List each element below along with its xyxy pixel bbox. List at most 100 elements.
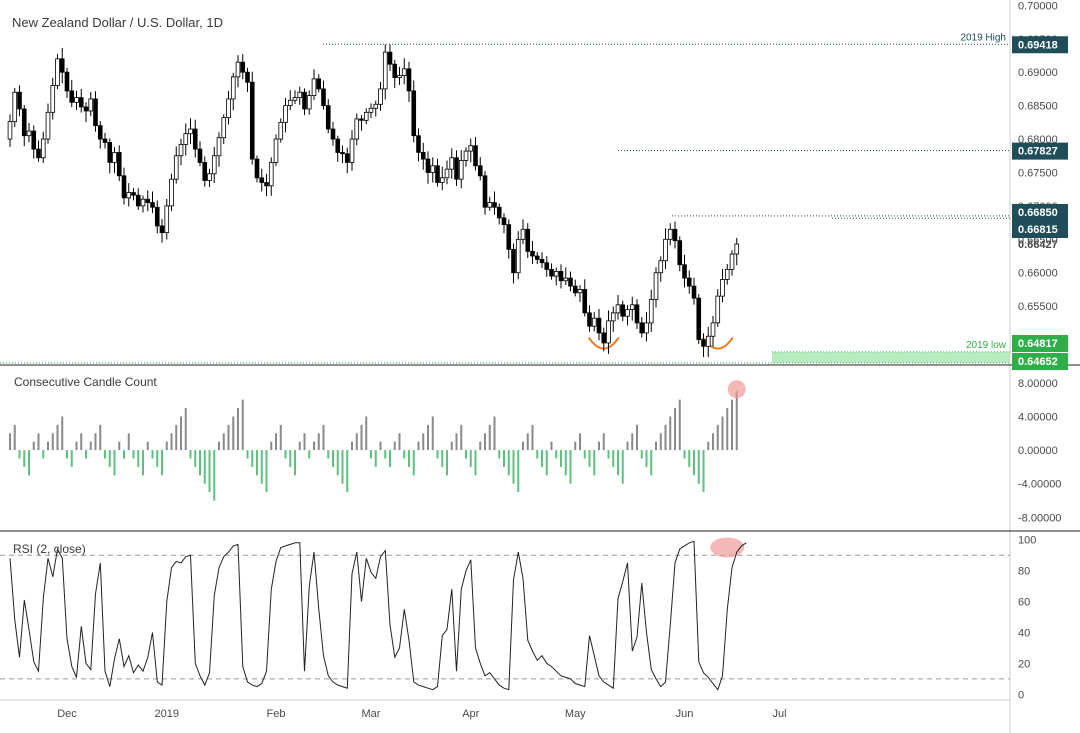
- count-pane-title: Consecutive Candle Count: [14, 375, 157, 389]
- candle: [359, 115, 364, 131]
- time-axis-label: Mar: [362, 708, 381, 720]
- price-tag-label: 0.66427: [1018, 239, 1058, 251]
- count-bar: [199, 450, 201, 476]
- count-bar: [374, 450, 377, 467]
- chart-title: New Zealand Dollar / U.S. Dollar, 1D: [12, 15, 223, 30]
- candle: [31, 125, 37, 159]
- count-bar: [336, 450, 339, 476]
- candle: [302, 88, 307, 116]
- count-bar: [674, 408, 676, 451]
- candle: [729, 250, 735, 276]
- candle: [482, 170, 488, 215]
- rsi-axis-label: 40: [1018, 628, 1030, 640]
- candle: [40, 131, 46, 163]
- price-pane[interactable]: 2019 High 2019 low New Zealand Dollar / U…: [0, 0, 1068, 370]
- price-tags: 0.69418 0.67827 0.66850 0.66815 0.66427 0.648…: [1012, 36, 1068, 370]
- candle: [121, 167, 127, 205]
- candle: [55, 54, 60, 90]
- count-bar: [180, 416, 182, 451]
- candle: [26, 122, 32, 143]
- count-bar: [735, 391, 738, 451]
- price-tag: 0.69418: [1012, 36, 1068, 54]
- candle: [720, 268, 725, 303]
- count-bar: [227, 424, 230, 451]
- count-bar: [351, 441, 353, 451]
- candle: [458, 150, 464, 189]
- candle: [682, 254, 687, 288]
- candle: [102, 132, 108, 149]
- candle: [710, 315, 716, 347]
- count-bar: [284, 450, 287, 459]
- candle: [615, 295, 621, 320]
- candle: [173, 146, 179, 184]
- candle: [587, 305, 592, 332]
- candle: [164, 198, 170, 240]
- candle: [264, 173, 269, 197]
- candle: [406, 61, 412, 103]
- count-bar: [289, 450, 292, 467]
- count-bar: [617, 450, 619, 476]
- candle: [59, 47, 65, 84]
- count-bar: [669, 416, 672, 451]
- candle: [207, 168, 212, 187]
- count-bar: [536, 450, 539, 459]
- price-axis-label: 0.65500: [1018, 301, 1058, 313]
- time-axis[interactable]: Dec 2019 Feb Mar Apr May Jun Jul: [57, 708, 786, 720]
- rsi-pane[interactable]: RSI (2, close) 100 80 60 40 20 0: [0, 535, 1036, 702]
- candle: [411, 80, 417, 143]
- count-bar: [89, 441, 92, 451]
- candle: [468, 138, 474, 163]
- count-axis[interactable]: 8.00000 4.00000 0.00000 -4.00000 -8.00000: [1018, 378, 1061, 525]
- candle: [202, 156, 208, 187]
- candle: [316, 74, 322, 93]
- rsi-axis-label: 80: [1018, 566, 1030, 578]
- candle: [249, 71, 255, 165]
- candle: [382, 44, 388, 100]
- count-bar: [465, 450, 467, 459]
- count-bar: [132, 450, 135, 459]
- candle: [734, 237, 740, 266]
- candle: [74, 90, 79, 111]
- candle: [159, 219, 165, 243]
- time-axis-label: 2019: [155, 708, 179, 720]
- count-bar: [146, 441, 149, 451]
- rsi-axis[interactable]: 100 80 60 40 20 0: [1018, 535, 1036, 702]
- candle: [392, 59, 398, 89]
- candle: [363, 108, 369, 125]
- candle: [515, 231, 521, 280]
- count-bar: [560, 450, 562, 467]
- count-bar: [507, 450, 510, 476]
- candle: [107, 138, 113, 174]
- count-bar: [384, 450, 387, 459]
- count-bar: [655, 441, 657, 451]
- count-bar: [645, 450, 648, 467]
- candle: [701, 333, 706, 358]
- count-bar: [574, 441, 577, 451]
- count-bar: [450, 441, 453, 451]
- count-bar: [469, 450, 472, 467]
- candle: [506, 219, 512, 259]
- candle: [463, 147, 469, 167]
- count-bar: [232, 416, 235, 451]
- candle: [477, 157, 483, 181]
- candle: [568, 271, 573, 292]
- candle: [131, 188, 136, 201]
- time-axis-label: Apr: [462, 708, 479, 720]
- candle: [686, 270, 692, 294]
- count-bar: [37, 433, 40, 451]
- candle: [705, 326, 711, 358]
- count-bar: [127, 433, 130, 451]
- count-bar: [408, 450, 410, 467]
- candle: [648, 289, 654, 332]
- count-bar: [175, 424, 178, 451]
- count-bar: [650, 450, 653, 476]
- candle: [311, 69, 317, 101]
- count-bar: [80, 433, 83, 451]
- count-bar: [23, 450, 26, 467]
- candle: [344, 147, 350, 174]
- count-bar: [279, 424, 282, 451]
- candle: [69, 79, 75, 108]
- price-axis-label: 0.68500: [1018, 101, 1058, 113]
- consecutive-count-pane[interactable]: Consecutive Candle Count 8.00000 4.00000 0…: [9, 375, 1061, 524]
